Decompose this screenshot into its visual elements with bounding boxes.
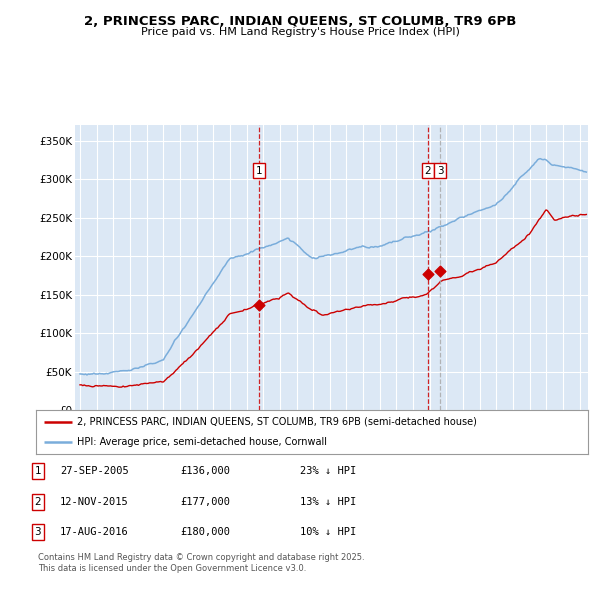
- Text: 3: 3: [34, 527, 41, 537]
- Point: [254, 301, 263, 310]
- Text: 17-AUG-2016: 17-AUG-2016: [60, 527, 129, 537]
- Text: HPI: Average price, semi-detached house, Cornwall: HPI: Average price, semi-detached house,…: [77, 437, 328, 447]
- Text: 2: 2: [34, 497, 41, 507]
- Text: 10% ↓ HPI: 10% ↓ HPI: [300, 527, 356, 537]
- Text: 13% ↓ HPI: 13% ↓ HPI: [300, 497, 356, 507]
- Text: 1: 1: [256, 166, 262, 176]
- Text: 3: 3: [437, 166, 443, 176]
- Text: £136,000: £136,000: [180, 466, 230, 476]
- Text: 27-SEP-2005: 27-SEP-2005: [60, 466, 129, 476]
- Text: Contains HM Land Registry data © Crown copyright and database right 2025.
This d: Contains HM Land Registry data © Crown c…: [38, 553, 364, 573]
- Text: 23% ↓ HPI: 23% ↓ HPI: [300, 466, 356, 476]
- Text: 1: 1: [34, 466, 41, 476]
- Text: 12-NOV-2015: 12-NOV-2015: [60, 497, 129, 507]
- Text: 2: 2: [424, 166, 431, 176]
- Text: 2, PRINCESS PARC, INDIAN QUEENS, ST COLUMB, TR9 6PB (semi-detached house): 2, PRINCESS PARC, INDIAN QUEENS, ST COLU…: [77, 417, 477, 427]
- Text: £180,000: £180,000: [180, 527, 230, 537]
- Point: [436, 267, 445, 276]
- Point: [423, 269, 433, 278]
- Text: 2, PRINCESS PARC, INDIAN QUEENS, ST COLUMB, TR9 6PB: 2, PRINCESS PARC, INDIAN QUEENS, ST COLU…: [84, 15, 516, 28]
- Text: Price paid vs. HM Land Registry's House Price Index (HPI): Price paid vs. HM Land Registry's House …: [140, 27, 460, 37]
- Text: £177,000: £177,000: [180, 497, 230, 507]
